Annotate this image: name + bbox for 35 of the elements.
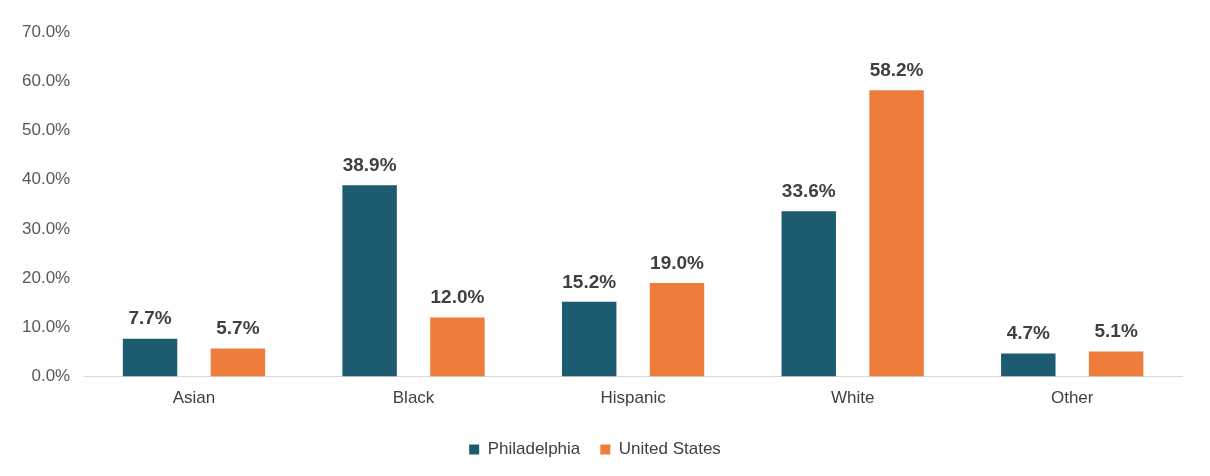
y-tick-label: 30.0% xyxy=(22,218,71,238)
x-tick-label: Asian xyxy=(172,388,216,408)
y-tick-label: 60.0% xyxy=(22,71,71,91)
y-tick-label: 10.0% xyxy=(22,317,71,337)
data-label: 19.0% xyxy=(650,251,705,273)
data-label: 38.9% xyxy=(342,153,397,175)
bar xyxy=(122,338,178,377)
bar xyxy=(869,90,924,377)
data-label: 15.2% xyxy=(562,270,617,292)
x-tick-label: Black xyxy=(392,388,435,408)
legend-label: United States xyxy=(618,439,721,459)
y-tick-label: 40.0% xyxy=(22,169,71,189)
bar xyxy=(430,317,485,377)
y-tick-label: 20.0% xyxy=(22,267,71,287)
bar xyxy=(1088,351,1144,377)
legend-label: Philadelphia xyxy=(487,439,581,459)
data-label: 12.0% xyxy=(430,286,485,308)
data-label: 4.7% xyxy=(1006,322,1051,344)
bar xyxy=(1001,353,1056,377)
bar xyxy=(781,211,836,377)
y-tick-label: 0.0% xyxy=(31,366,71,386)
data-label: 33.6% xyxy=(781,180,836,202)
y-tick-label: 70.0% xyxy=(22,21,71,41)
x-tick-label: Other xyxy=(1050,388,1094,408)
bar xyxy=(649,283,705,377)
x-tick-label: Hispanic xyxy=(600,388,667,408)
bar xyxy=(210,348,266,377)
data-label: 7.7% xyxy=(128,307,172,329)
data-label: 58.2% xyxy=(869,58,924,80)
y-tick-label: 50.0% xyxy=(22,120,71,140)
data-label: 5.1% xyxy=(1094,320,1138,342)
data-label: 5.7% xyxy=(216,317,260,339)
x-tick-label: White xyxy=(830,388,875,408)
bar xyxy=(342,185,397,377)
bar xyxy=(561,301,617,377)
